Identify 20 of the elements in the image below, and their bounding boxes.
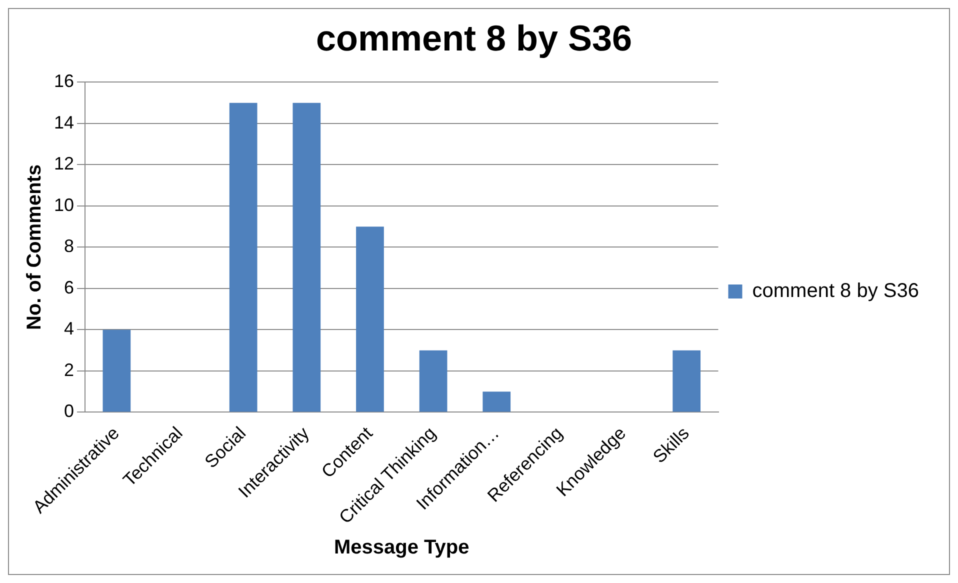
chart-title: comment 8 by S36 bbox=[316, 18, 632, 59]
bar bbox=[419, 350, 448, 412]
bar bbox=[482, 392, 511, 412]
y-tick-label: 8 bbox=[64, 236, 74, 256]
y-tick-label: 12 bbox=[54, 154, 74, 174]
y-tick-label: 10 bbox=[54, 194, 74, 215]
y-tick-label: 6 bbox=[64, 277, 74, 298]
bar bbox=[672, 350, 701, 412]
y-tick-label: 0 bbox=[64, 401, 74, 422]
bar bbox=[356, 226, 384, 412]
bar bbox=[292, 102, 321, 412]
x-axis-title: Message Type bbox=[334, 536, 470, 559]
y-tick-label: 4 bbox=[64, 318, 74, 339]
bar bbox=[102, 330, 131, 412]
y-tick-label: 16 bbox=[54, 71, 74, 92]
legend-label: comment 8 by S36 bbox=[752, 280, 919, 302]
y-axis-title: No. of Comments bbox=[24, 164, 46, 330]
bar bbox=[229, 102, 258, 412]
y-tick-label: 2 bbox=[64, 360, 74, 380]
y-tick-label: 14 bbox=[54, 112, 74, 132]
